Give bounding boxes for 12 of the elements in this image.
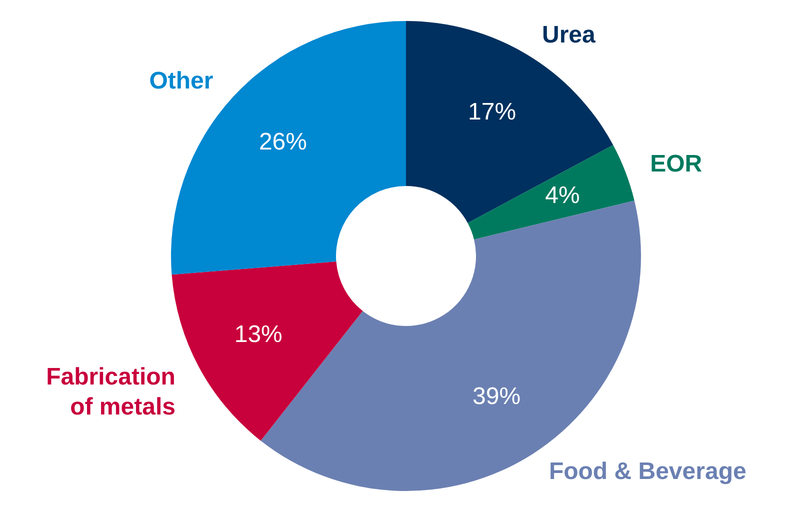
slice-label: EOR — [650, 150, 702, 178]
slice-label: Food & Beverage — [548, 458, 746, 486]
donut-slice — [468, 145, 634, 240]
slice-label: Urea — [542, 22, 596, 48]
data-label: 26% — [258, 128, 307, 156]
donut-slice — [406, 21, 614, 223]
slice-label: Other — [149, 68, 214, 95]
data-label: 39% — [472, 382, 521, 410]
slice-label: Fabrication of metals — [46, 363, 176, 420]
data-label: 17% — [468, 98, 516, 126]
data-label: 4% — [545, 182, 580, 210]
data-label: 13% — [234, 321, 282, 348]
